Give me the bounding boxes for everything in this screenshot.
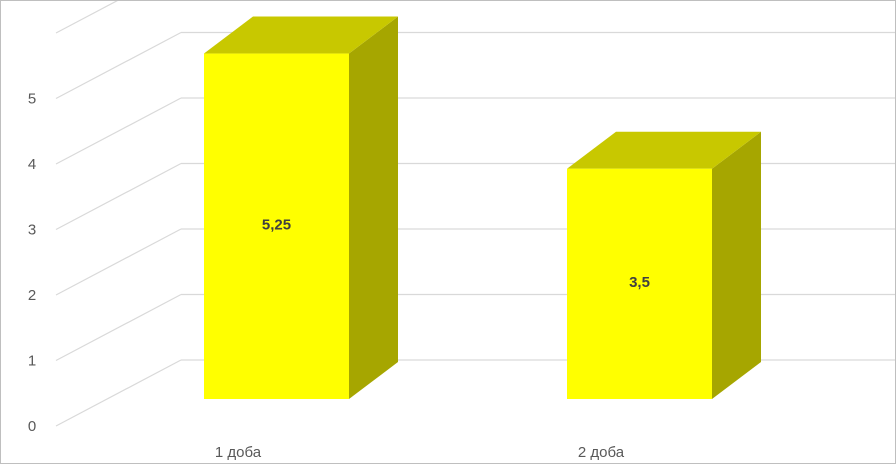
gridline-depth	[55, 293, 182, 362]
gridline-depth	[55, 97, 182, 165]
bar-front	[567, 168, 712, 399]
x-tick-label: 2 доба	[578, 444, 625, 461]
gridline-depth	[55, 359, 182, 427]
gridline-depth	[55, 228, 182, 296]
y-tick-label: 2	[28, 287, 36, 304]
data-label: 3,5	[629, 274, 650, 291]
bars	[204, 16, 761, 400]
x-tick-label: 1 доба	[215, 444, 262, 461]
gridlines	[55, 1, 895, 427]
bar-front	[204, 53, 349, 400]
bar-top	[567, 131, 761, 169]
gridline-depth	[55, 1, 118, 34]
y-tick-label: 5	[28, 91, 36, 108]
gridline-depth	[55, 31, 182, 100]
x-axis-ticks: 1 доба 2 доба	[215, 444, 625, 461]
y-tick-label: 0	[28, 418, 36, 435]
bar	[204, 16, 398, 400]
data-label: 5,25	[262, 216, 291, 233]
data-labels: 5,25 3,5	[262, 216, 650, 291]
y-tick-label: 4	[28, 156, 36, 173]
gridline-depth	[55, 162, 182, 231]
y-axis-ticks: 0 1 2 3 4 5	[28, 91, 36, 436]
bar	[567, 131, 761, 399]
bar-side	[712, 131, 761, 399]
bar-side	[349, 16, 398, 400]
bar-top	[204, 16, 398, 54]
y-tick-label: 3	[28, 222, 36, 239]
y-tick-label: 1	[28, 353, 36, 370]
